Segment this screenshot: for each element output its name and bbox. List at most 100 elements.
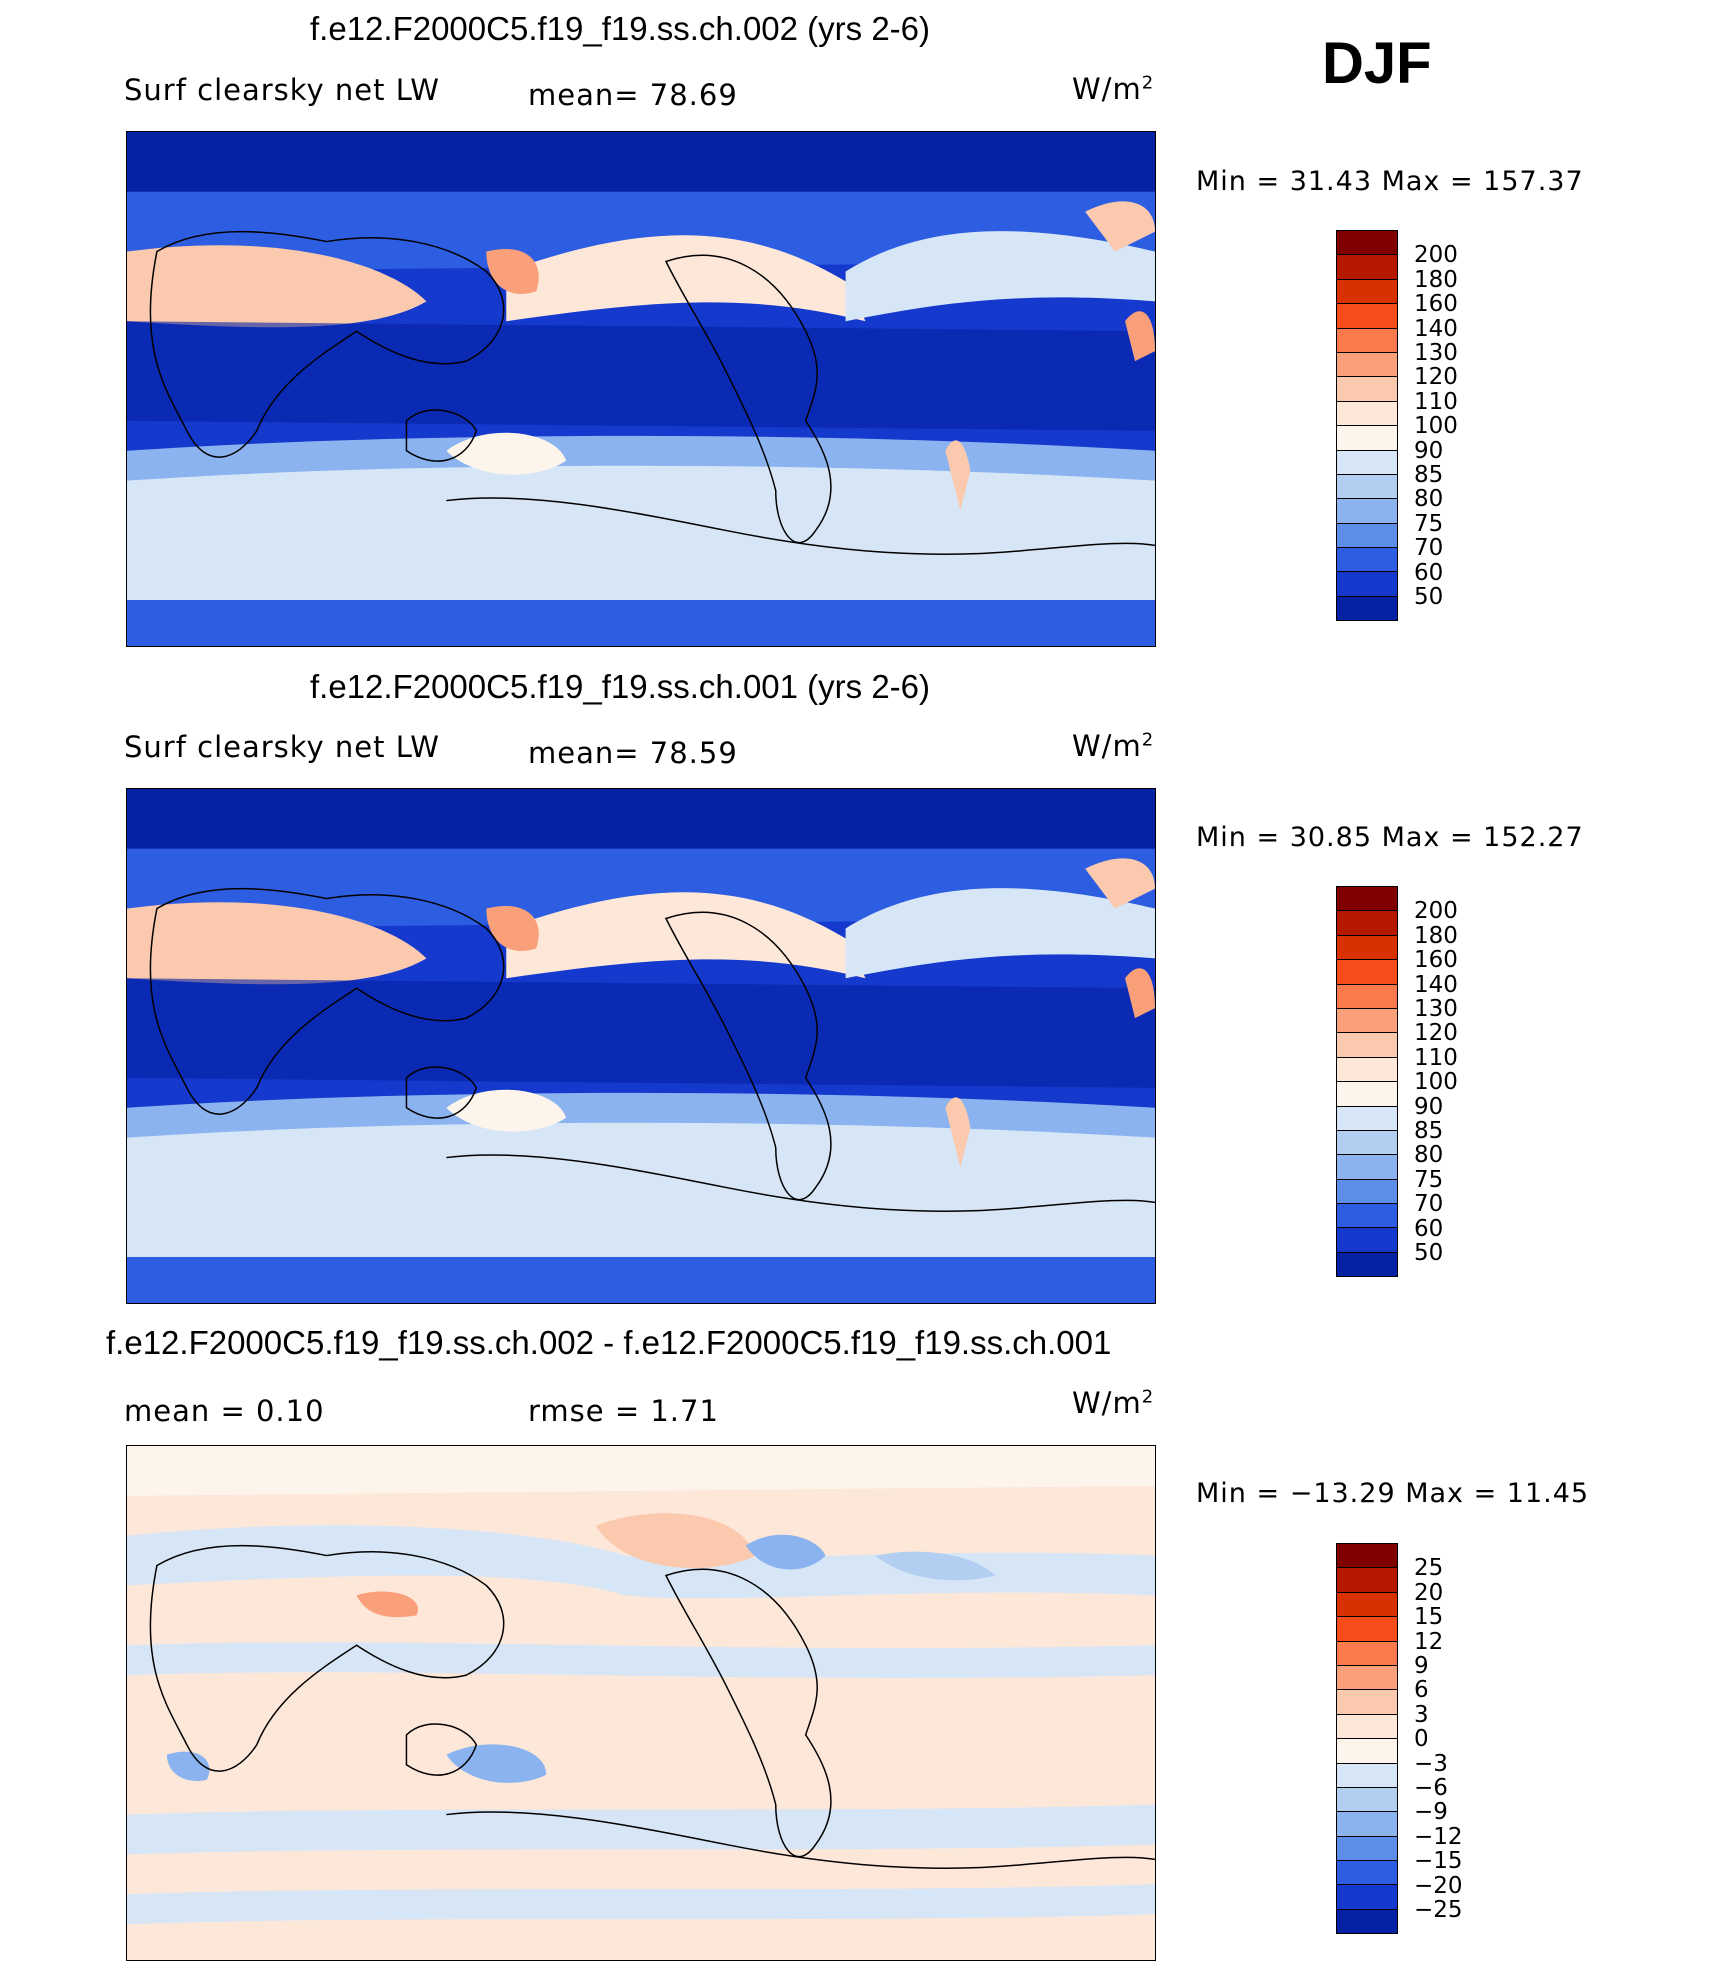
colorbar-tick-label: 110: [1414, 1044, 1458, 1071]
colorbar-tick-label: 160: [1414, 291, 1458, 318]
colorbar-tick-label: 140: [1414, 315, 1458, 342]
colorbar-tick-label: 3: [1414, 1701, 1429, 1728]
colorbar-tick-label: −6: [1414, 1775, 1448, 1801]
colorbar-swatch: [1336, 473, 1398, 500]
colorbar-swatch: [1336, 1689, 1398, 1715]
panel-3-minmax: Min = −13.29 Max = 11.45: [1196, 1478, 1590, 1509]
colorbar-swatch: [1336, 303, 1398, 329]
colorbar-swatch: [1336, 498, 1398, 524]
colorbar-tick-label: 9: [1414, 1653, 1429, 1679]
colorbar-tick-label: 90: [1414, 437, 1444, 464]
colorbar-swatch: [1336, 1664, 1398, 1691]
colorbar-swatch: [1336, 934, 1398, 961]
colorbar-swatch: [1336, 547, 1398, 573]
colorbar-tick-label: 25: [1414, 1555, 1444, 1582]
panel-3-rmse: rmse = 1.71: [528, 1394, 719, 1428]
colorbar-tick-label: 75: [1414, 510, 1444, 537]
colorbar-swatch: [1336, 1713, 1398, 1740]
colorbar-swatch: [1336, 1811, 1398, 1837]
panel-1-units: W/m2: [1072, 72, 1155, 106]
panel-1-variable: Surf clearsky net LW: [124, 73, 440, 107]
colorbar-swatch: [1336, 1835, 1398, 1862]
colorbar-tick-label: −3: [1414, 1750, 1448, 1777]
colorbar-swatch: [1336, 400, 1398, 427]
season-label: DJF: [1322, 31, 1432, 96]
colorbar-tick-label: 20: [1414, 1579, 1444, 1606]
colorbar-tick-label: 50: [1414, 584, 1444, 610]
colorbar-swatch: [1336, 1154, 1398, 1180]
colorbar-tick-label: 100: [1414, 1069, 1458, 1096]
colorbar-tick-label: 60: [1414, 1215, 1444, 1242]
colorbar-swatch: [1336, 327, 1398, 353]
colorbar-swatch: [1336, 522, 1398, 549]
colorbar-swatch: [1336, 1081, 1398, 1107]
colorbar-tick-label: −9: [1414, 1799, 1448, 1826]
colorbar-swatch: [1336, 1786, 1398, 1813]
colorbar-tick-label: 120: [1414, 364, 1458, 391]
colorbar-swatch: [1336, 1105, 1398, 1131]
colorbar-tick-label: 12: [1414, 1628, 1444, 1655]
colorbar-swatch: [1336, 1884, 1398, 1910]
colorbar-tick-label: −20: [1414, 1872, 1463, 1899]
colorbar-swatch: [1336, 278, 1398, 305]
colorbar-tick-label: 75: [1414, 1166, 1444, 1193]
colorbar-tick-label: 100: [1414, 413, 1458, 440]
colorbar-tick-label: 70: [1414, 535, 1444, 562]
panel-2-units: W/m2: [1072, 729, 1155, 763]
colorbar-tick-label: 130: [1414, 996, 1458, 1022]
colorbar-swatch: [1336, 425, 1398, 451]
colorbar-swatch: [1336, 983, 1398, 1009]
colorbar-swatch: [1336, 1567, 1398, 1593]
panel-1-mean: mean= 78.69: [528, 78, 738, 112]
panel-2-minmax: Min = 30.85 Max = 152.27: [1196, 822, 1584, 853]
colorbar-panel-1: [1336, 230, 1398, 622]
colorbar-tick-label: −25: [1414, 1897, 1463, 1923]
colorbar-tick-label: 120: [1414, 1020, 1458, 1047]
colorbar-swatch: [1336, 1129, 1398, 1156]
colorbar-swatch: [1336, 1203, 1398, 1229]
colorbar-swatch: [1336, 230, 1398, 256]
colorbar-tick-label: −12: [1414, 1823, 1463, 1850]
colorbar-swatch: [1336, 254, 1398, 280]
colorbar-tick-label: 15: [1414, 1604, 1444, 1631]
colorbar-tick-label: −15: [1414, 1848, 1463, 1875]
colorbar-swatch: [1336, 910, 1398, 936]
colorbar-tick-label: 85: [1414, 462, 1444, 488]
colorbar-swatch: [1336, 1762, 1398, 1788]
colorbar-tick-label: 110: [1414, 388, 1458, 415]
colorbar-tick-label: 180: [1414, 266, 1458, 293]
colorbar-tick-label: 140: [1414, 971, 1458, 998]
colorbar-panel-3: [1336, 1543, 1398, 1935]
map-panel-2: [126, 788, 1156, 1304]
colorbar-swatch: [1336, 376, 1398, 402]
colorbar-swatch: [1336, 1227, 1398, 1253]
colorbar-tick-label: 200: [1414, 242, 1458, 269]
colorbar-panel-2: [1336, 886, 1398, 1278]
colorbar-swatch: [1336, 351, 1398, 378]
colorbar-swatch: [1336, 1251, 1398, 1278]
colorbar-tick-label: 70: [1414, 1191, 1444, 1218]
panel-3-title: f.e12.F2000C5.f19_f19.ss.ch.002 - f.e12.…: [106, 1324, 1112, 1361]
colorbar-tick-label: 50: [1414, 1240, 1444, 1266]
panel-2-title: f.e12.F2000C5.f19_f19.ss.ch.001 (yrs 2-6…: [310, 668, 931, 705]
colorbar-swatch: [1336, 886, 1398, 912]
panel-1-title: f.e12.F2000C5.f19_f19.ss.ch.002 (yrs 2-6…: [310, 10, 931, 47]
colorbar-tick-label: 80: [1414, 1142, 1444, 1169]
colorbar-swatch: [1336, 1007, 1398, 1034]
colorbar-swatch: [1336, 571, 1398, 597]
colorbar-swatch: [1336, 1178, 1398, 1205]
colorbar-tick-label: 60: [1414, 559, 1444, 586]
colorbar-swatch: [1336, 1908, 1398, 1935]
panel-1-minmax: Min = 31.43 Max = 157.37: [1196, 166, 1584, 197]
colorbar-tick-label: 180: [1414, 922, 1458, 949]
colorbar-swatch: [1336, 1543, 1398, 1569]
colorbar-tick-label: 80: [1414, 486, 1444, 513]
colorbar-swatch: [1336, 1032, 1398, 1058]
map-panel-3: [126, 1445, 1156, 1961]
colorbar-swatch: [1336, 1640, 1398, 1666]
colorbar-tick-label: 90: [1414, 1093, 1444, 1120]
colorbar-swatch: [1336, 959, 1398, 985]
panel-3-units: W/m2: [1072, 1386, 1155, 1420]
colorbar-tick-label: 85: [1414, 1118, 1444, 1144]
map-panel-1: [126, 131, 1156, 647]
